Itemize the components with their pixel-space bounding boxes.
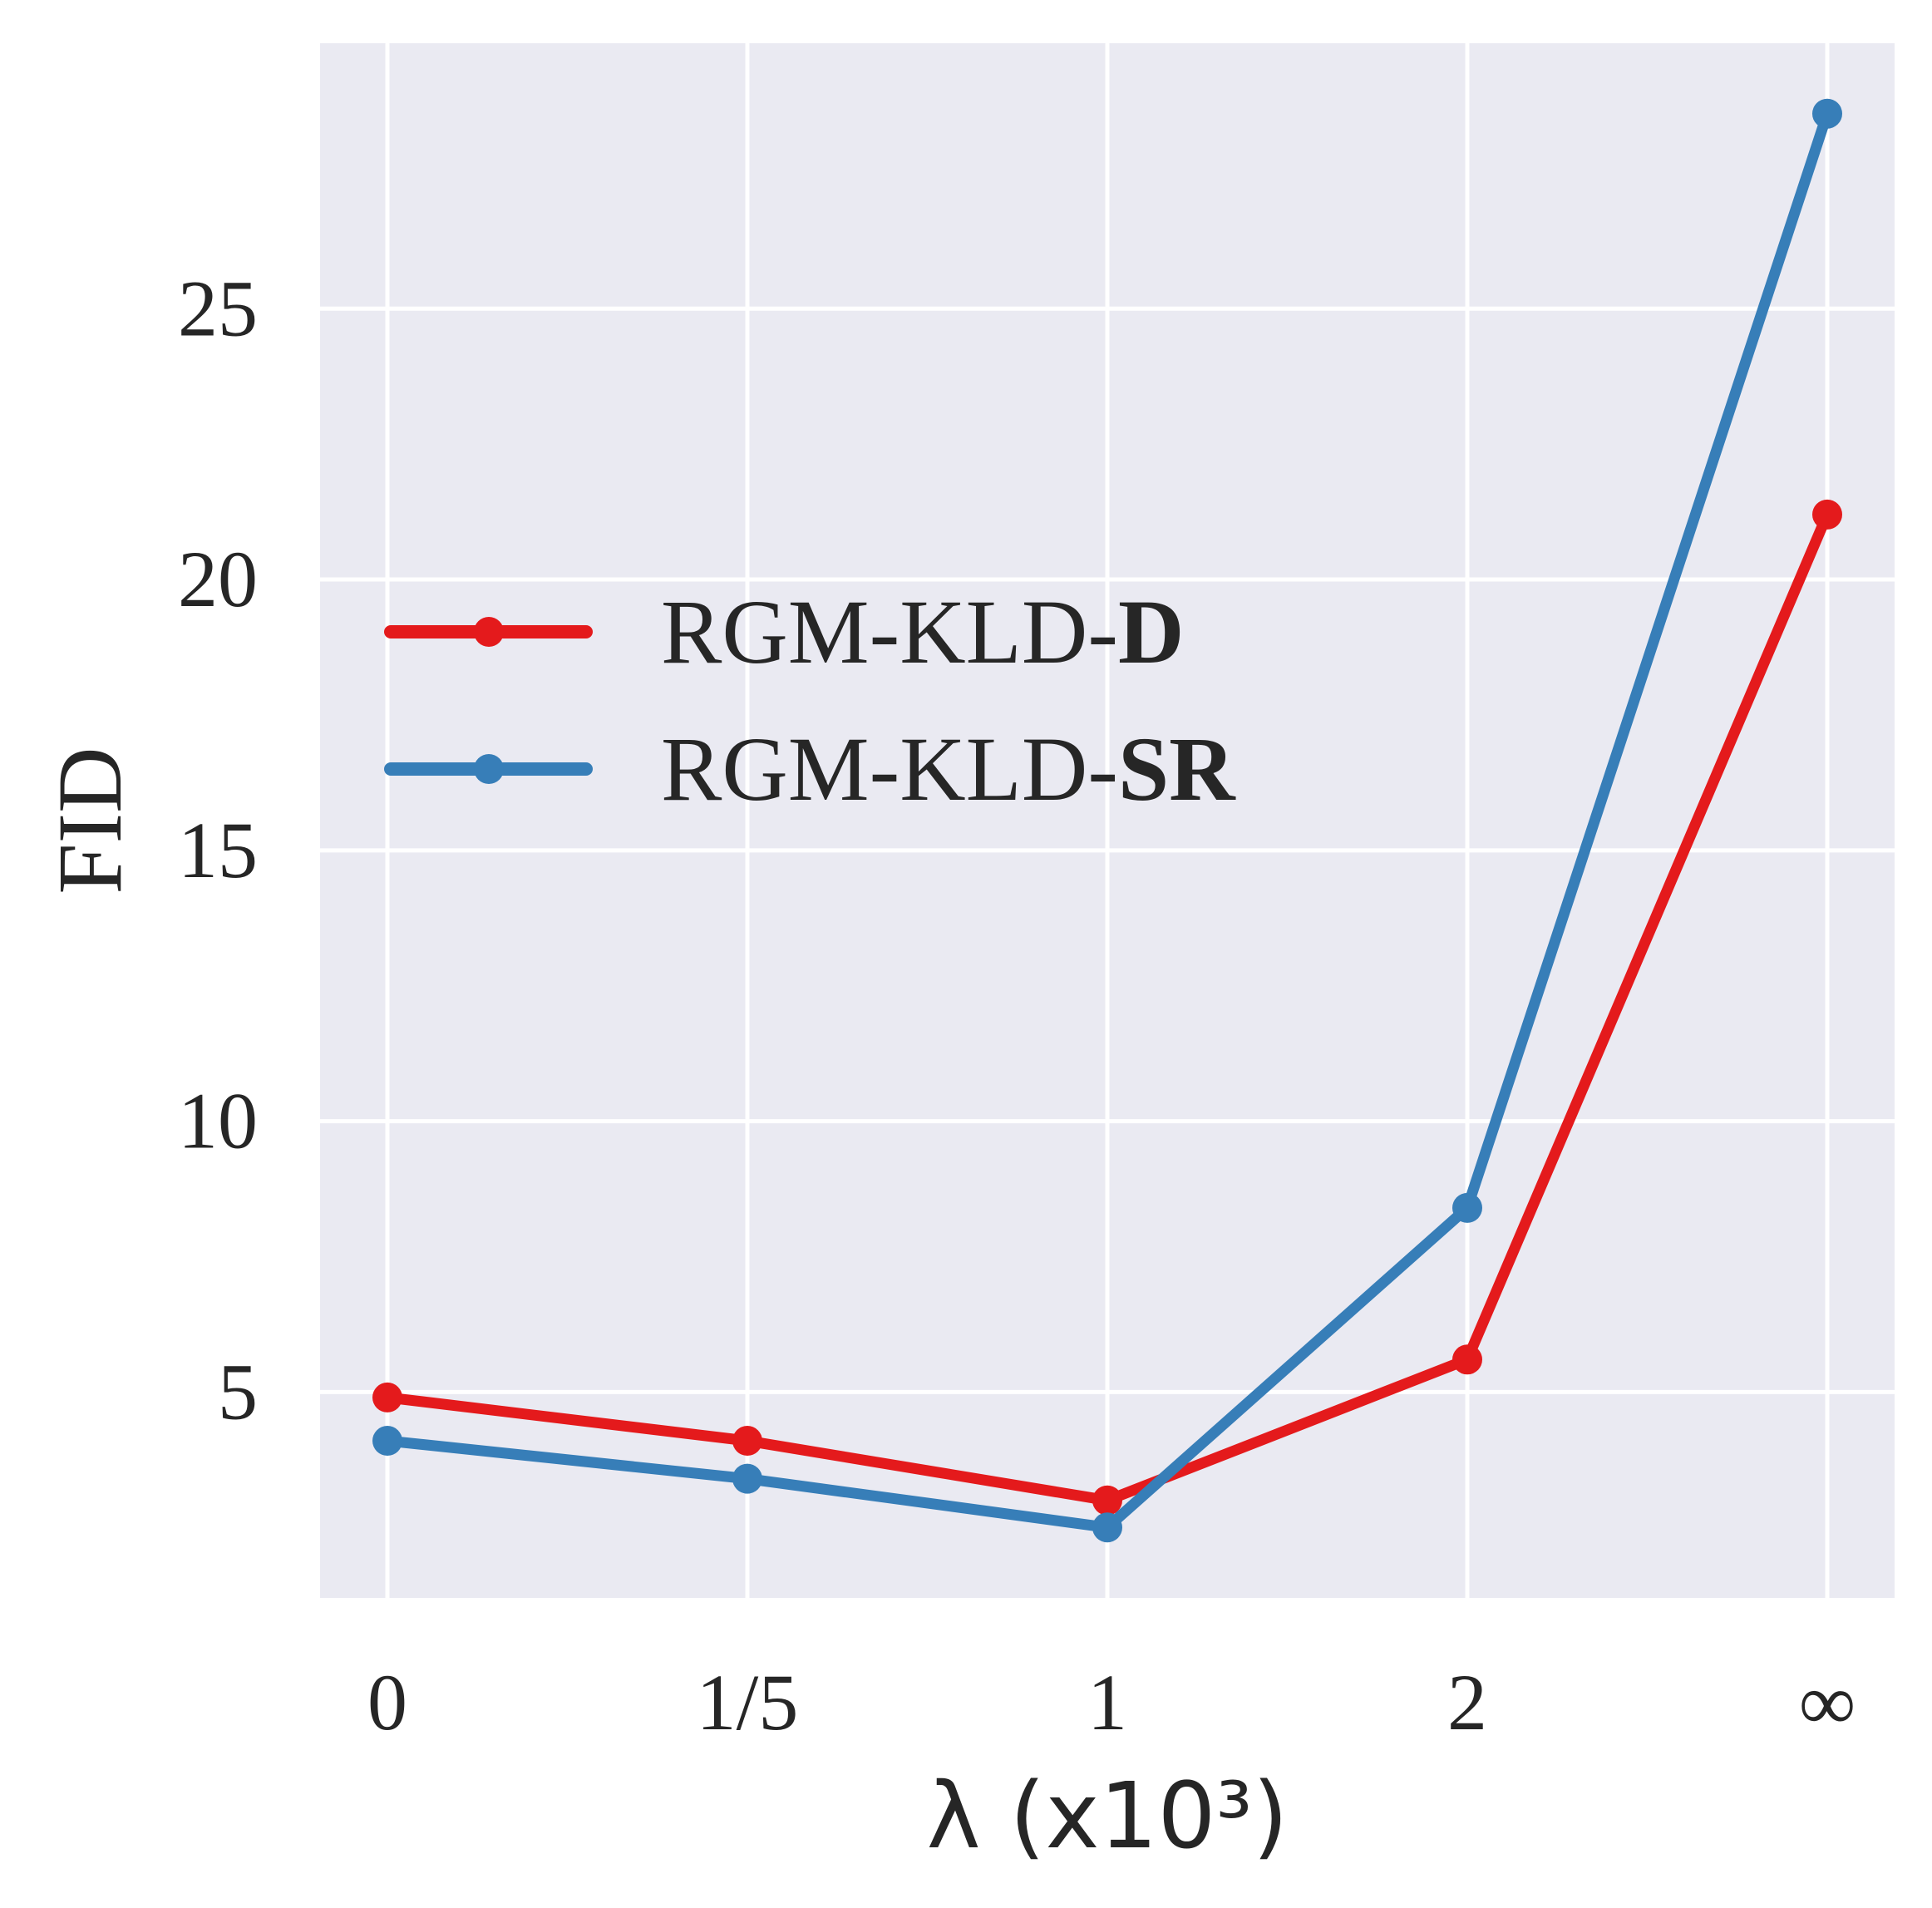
x-tick-label: 1	[1087, 1658, 1127, 1747]
grid-lines	[320, 43, 1895, 1598]
series-lines	[372, 98, 1842, 1543]
y-tick-label: 15	[178, 806, 258, 895]
legend-entry-rgm-kld-d: RGM-KLD-D	[384, 581, 1184, 683]
x-axis-label: λ (x10³)	[926, 1763, 1288, 1869]
x-tick-label: ∞	[1799, 1658, 1856, 1747]
legend-marker-rgm-kld-sr	[474, 754, 504, 784]
y-axis-label: FID	[39, 747, 140, 894]
data-point-rgm-kld-d	[372, 1382, 402, 1413]
data-point-rgm-kld-d	[1812, 499, 1842, 530]
x-tick-label: 2	[1447, 1658, 1487, 1747]
data-point-rgm-kld-sr	[372, 1426, 402, 1457]
data-point-rgm-kld-sr	[732, 1463, 762, 1494]
x-tick-label: 1/5	[697, 1658, 799, 1747]
data-point-rgm-kld-d	[1452, 1344, 1482, 1375]
legend-marker-rgm-kld-d	[474, 617, 504, 647]
y-tick-label: 10	[178, 1077, 258, 1166]
data-point-rgm-kld-sr	[1452, 1192, 1482, 1223]
data-point-rgm-kld-sr	[1092, 1512, 1122, 1543]
legend-label-rgm-kld-d: RGM-KLD-D	[661, 581, 1184, 683]
x-tick-label: 0	[367, 1658, 407, 1747]
y-tick-label: 25	[178, 264, 258, 353]
data-point-rgm-kld-sr	[1812, 98, 1842, 129]
data-point-rgm-kld-d	[732, 1426, 762, 1457]
tick-labels: 0 1/5 1 2 ∞ 5 10 15 20 25	[178, 264, 1856, 1747]
legend-label-rgm-kld-sr: RGM-KLD-SR	[661, 718, 1236, 820]
legend-entry-rgm-kld-sr: RGM-KLD-SR	[384, 718, 1236, 820]
legend: RGM-KLD-D RGM-KLD-SR	[384, 581, 1236, 820]
y-tick-label: 20	[178, 535, 258, 624]
data-point-rgm-kld-d	[1092, 1485, 1122, 1516]
y-tick-label: 5	[218, 1347, 258, 1436]
